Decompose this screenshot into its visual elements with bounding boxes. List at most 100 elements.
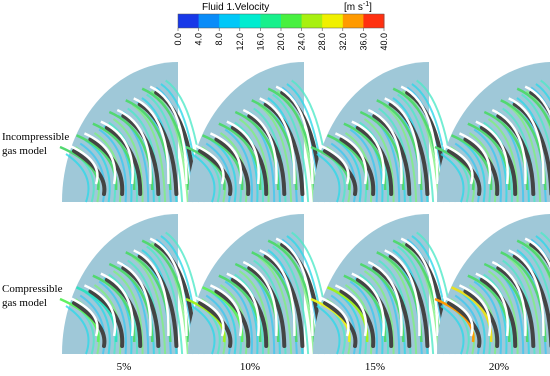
blade-gap xyxy=(242,108,278,185)
blade xyxy=(247,114,287,196)
streamline xyxy=(521,93,550,153)
blade-gap xyxy=(67,143,99,185)
blade xyxy=(372,114,412,196)
blade-gap xyxy=(351,120,385,185)
blade-gap xyxy=(67,295,99,337)
column-label: 10% xyxy=(240,361,260,373)
streamline xyxy=(473,280,502,355)
blade-gap xyxy=(458,132,492,185)
streamline xyxy=(131,256,167,355)
streamline xyxy=(272,93,310,203)
streamline xyxy=(440,305,465,355)
blade-gap xyxy=(334,132,368,185)
streamline xyxy=(363,118,395,203)
blade-gap xyxy=(400,237,439,337)
streamline xyxy=(487,118,519,203)
row-label: gas model xyxy=(2,145,47,157)
jet-streak xyxy=(343,122,387,191)
blade xyxy=(496,114,536,196)
blade xyxy=(529,242,550,269)
blade-gap xyxy=(475,120,509,185)
streamline xyxy=(530,86,550,115)
blade-gap xyxy=(116,108,152,185)
blade-gap xyxy=(226,120,260,185)
streamline xyxy=(146,93,184,203)
streamline xyxy=(146,245,184,355)
streamline xyxy=(191,153,216,203)
jet-streak xyxy=(450,286,493,343)
blade xyxy=(388,254,430,348)
blade-gap xyxy=(209,284,243,337)
blade xyxy=(463,289,500,348)
colorbar-tick-label: 8.0 xyxy=(214,33,224,46)
blade xyxy=(230,125,269,196)
blade-gap xyxy=(226,272,260,337)
blade xyxy=(339,289,376,348)
colorbar-segment xyxy=(198,14,220,28)
streamline xyxy=(349,280,378,355)
column-label: 5% xyxy=(117,361,132,373)
streamline xyxy=(525,242,550,283)
streamline xyxy=(224,280,253,355)
colorbar-segment xyxy=(301,14,323,28)
row-label: Incompressible xyxy=(2,131,69,143)
jet-streak xyxy=(467,122,511,191)
jet-streak xyxy=(450,134,493,191)
streamline xyxy=(363,270,395,355)
colorbar: 0.0 4.0 8.0 12.0 16.0 20.0 24.0 28.0 32.0 36.0 40.… xyxy=(173,13,389,51)
blade-gap xyxy=(367,260,403,337)
colorbar-tick-label: 24.0 xyxy=(297,33,307,51)
blade-gap xyxy=(100,120,134,185)
blade xyxy=(512,254,550,348)
blade-gap xyxy=(400,85,439,185)
blade-gap xyxy=(149,237,188,337)
blade-gap xyxy=(367,108,403,185)
streamline xyxy=(506,256,542,355)
unit-base: [m s xyxy=(344,2,363,13)
streamline xyxy=(397,245,435,355)
blade-gap xyxy=(524,85,550,117)
blade xyxy=(214,289,251,348)
streamline xyxy=(65,305,90,355)
blade xyxy=(121,114,161,196)
colorbar-segment xyxy=(239,14,261,28)
streamline xyxy=(316,153,341,203)
colorbar-tick-label: 0.0 xyxy=(173,33,183,46)
colorbar-tick-label: 28.0 xyxy=(317,33,327,51)
unit-exponent: -1 xyxy=(363,1,369,8)
blade xyxy=(214,137,251,196)
colorbar-tick-label: 4.0 xyxy=(194,33,204,46)
column-label: 20% xyxy=(489,361,509,373)
jet-streak xyxy=(310,297,351,343)
blade xyxy=(230,277,269,348)
blade-gap xyxy=(83,132,117,185)
streamline xyxy=(506,104,542,203)
streamline xyxy=(397,93,435,203)
streamline xyxy=(382,256,418,355)
blade-gap xyxy=(116,260,152,337)
blade xyxy=(104,125,143,196)
blade-gap xyxy=(508,249,545,337)
streamline xyxy=(535,83,550,102)
blade xyxy=(496,266,536,348)
blade-gap xyxy=(491,260,527,337)
blade xyxy=(512,102,550,196)
blade xyxy=(372,266,412,348)
blade-gap xyxy=(149,85,188,185)
streamline xyxy=(257,256,293,355)
blade xyxy=(463,137,500,196)
blade xyxy=(388,102,430,196)
blade-gap xyxy=(242,260,278,337)
blade xyxy=(104,277,143,348)
blade xyxy=(137,102,179,196)
blade-gap xyxy=(458,284,492,337)
blade xyxy=(263,254,305,348)
streamline xyxy=(540,231,550,244)
streamline xyxy=(473,128,502,203)
jet-streak xyxy=(310,145,351,191)
jet-streak xyxy=(326,134,369,191)
blade-gap xyxy=(193,143,225,185)
blade xyxy=(355,277,394,348)
streamline xyxy=(112,118,144,203)
jet-streak xyxy=(218,274,262,343)
